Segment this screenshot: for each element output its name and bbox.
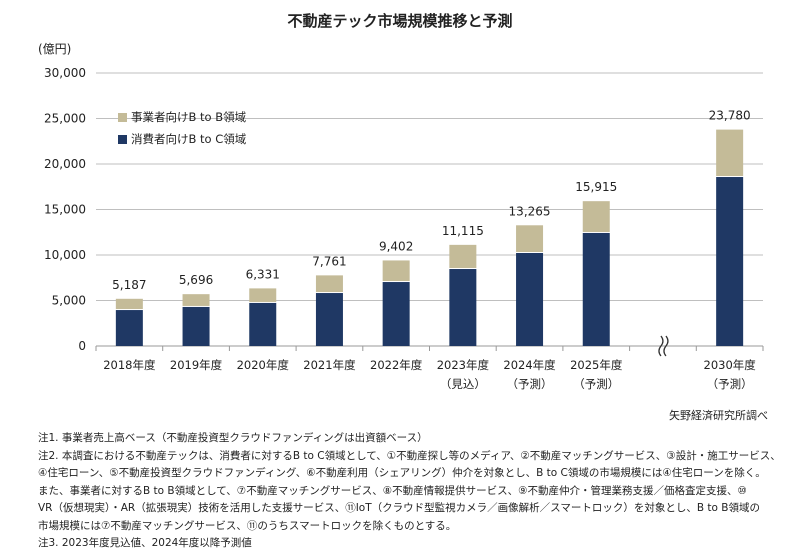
total-label: 5,187 <box>112 278 146 292</box>
legend-label-b2b: 事業者向けB to B領域 <box>131 110 247 124</box>
y-axis-unit: (億円) <box>38 42 72 56</box>
x-tick-sublabel: （予測） <box>707 377 753 391</box>
chart-title: 不動産テック市場規模推移と予測 <box>287 12 513 30</box>
bar-b2c <box>315 293 343 346</box>
total-label: 5,696 <box>179 273 213 287</box>
y-tick-label: 5,000 <box>52 294 86 308</box>
x-tick-sublabel: （予測） <box>573 377 619 391</box>
footnote: 市場規模には⑦不動産マッチングサービス、⑪のうちスマートロックを除くものとする。 <box>38 519 457 532</box>
y-tick-label: 20,000 <box>44 157 86 171</box>
bar-b2b <box>315 275 343 293</box>
legend-label-b2c: 消費者向けB to C領域 <box>131 132 247 146</box>
footnotes: 注1. 事業者売上高ベース（不動産投資型クラウドファンディングは出資額ベース） … <box>38 430 798 553</box>
footnote: 注3. 2023年度見込値、2024年度以降予測値 <box>38 537 252 549</box>
footnote: VR（仮想現実）・AR（拡張現実）技術を活用した支援サービス、⑪IoT（クラウド… <box>38 502 760 514</box>
x-tick-label: 2019年度 <box>170 358 223 372</box>
footnote: 注2. 本調査における不動産テックは、消費者に対するB to C領域として、①不… <box>38 449 781 462</box>
x-tick-label: 2024年度 <box>503 358 556 372</box>
bar-b2c <box>182 306 210 346</box>
footnote: また、事業者に対するB to B領域として、⑦不動産マッチングサービス、⑧不動産… <box>38 484 747 497</box>
axis-break-mark <box>663 335 669 357</box>
source-credit: 矢野経済研究所調べ <box>669 409 768 422</box>
bar-b2b <box>716 129 744 177</box>
legend-swatch-b2b <box>118 112 127 122</box>
y-tick-label: 25,000 <box>44 112 86 126</box>
bar-b2b <box>249 288 277 302</box>
bar-b2c <box>716 177 744 346</box>
bar-b2b <box>582 201 610 232</box>
bar-b2b <box>516 225 544 252</box>
axis-break-mark <box>658 335 664 357</box>
y-tick-label: 30,000 <box>44 66 86 80</box>
x-tick-label: 2021年度 <box>303 358 356 372</box>
bar-b2c <box>382 282 410 346</box>
total-label: 7,761 <box>312 254 346 268</box>
total-label: 11,115 <box>442 224 484 238</box>
bar-b2b <box>382 260 410 282</box>
y-tick-label: 0 <box>78 339 86 353</box>
footnote: ④住宅ローン、⑤不動産投資型クラウドファンディング、⑥不動産利用（シェアリング）… <box>38 467 766 479</box>
bar-chart: 0 5,000 10,000 15,000 20,000 25,000 30,000 5,18… <box>44 66 764 391</box>
footnote: 注1. 事業者売上高ベース（不動産投資型クラウドファンディングは出資額ベース） <box>38 432 428 444</box>
legend-swatch-b2c <box>118 134 127 144</box>
total-label: 13,265 <box>509 204 551 218</box>
x-tick-label: 2018年度 <box>103 358 156 372</box>
total-label: 15,915 <box>575 180 617 194</box>
x-tick-label: 2022年度 <box>370 358 423 372</box>
total-label: 23,780 <box>709 109 751 123</box>
x-tick-label: 2023年度 <box>437 358 490 372</box>
x-tick-label: 2030年度 <box>704 358 757 372</box>
bar-b2c <box>115 310 143 346</box>
x-tick-sublabel: （見込） <box>440 377 486 391</box>
bar-b2c <box>449 269 477 346</box>
legend-item-b2c: 消費者向けB to C領域 <box>118 131 246 147</box>
bar-b2b <box>115 298 143 310</box>
total-label: 6,331 <box>246 267 280 281</box>
x-tick-label: 2020年度 <box>237 358 290 372</box>
x-tick-label: 2025年度 <box>570 358 623 372</box>
bar-b2c <box>582 232 610 346</box>
bar-b2b <box>182 294 210 306</box>
y-tick-label: 15,000 <box>44 203 86 217</box>
legend-item-b2b: 事業者向けB to B領域 <box>118 109 246 125</box>
x-tick-sublabel: （予測） <box>507 377 553 391</box>
bar-b2c <box>249 302 277 346</box>
bar-b2b <box>449 244 477 269</box>
bar-b2c <box>516 252 544 346</box>
y-tick-label: 10,000 <box>44 248 86 262</box>
total-label: 9,402 <box>379 239 413 253</box>
